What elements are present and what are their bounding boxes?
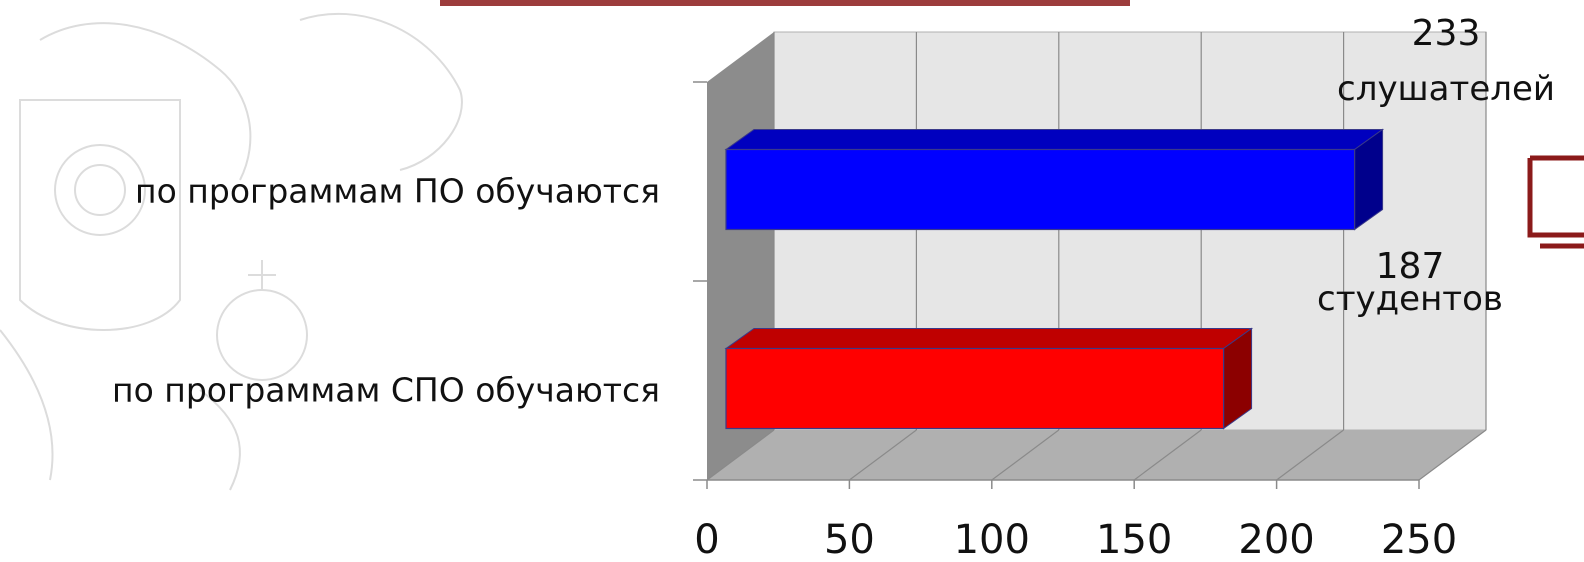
floor-gridline xyxy=(991,429,1060,481)
floor-gridline xyxy=(1418,429,1487,481)
x-tick-label: 200 xyxy=(1238,517,1314,562)
title-remnant xyxy=(440,0,1130,6)
data-label-value: 187 xyxy=(1376,246,1445,287)
floor xyxy=(707,430,1486,480)
chart-marks: 0 50 100 150 200 250 по программам ПО обучаютс… xyxy=(112,13,1555,562)
bar-top-face xyxy=(724,328,1254,349)
floor-gridline xyxy=(1276,429,1344,481)
x-tick-label: 100 xyxy=(954,517,1030,562)
bar-top-face xyxy=(724,129,1385,150)
emblem-watermark xyxy=(0,12,463,491)
data-label-unit: слушателей xyxy=(1337,69,1555,109)
floor-gridline xyxy=(1133,429,1202,481)
x-tick-label: 150 xyxy=(1096,517,1172,562)
x-tick-label: 0 xyxy=(694,517,719,562)
data-label-value: 233 xyxy=(1412,13,1481,54)
category-label: по программам СПО обучаются xyxy=(112,371,660,410)
x-tick-label: 250 xyxy=(1381,517,1457,562)
decorative-device-icon xyxy=(1527,155,1584,249)
bar-1 xyxy=(724,128,1385,231)
floor-gridline xyxy=(849,429,917,481)
floor-gridline xyxy=(706,429,775,481)
bar-front-face xyxy=(725,347,1225,430)
data-label-unit: студентов xyxy=(1317,279,1503,319)
bar-front-face xyxy=(725,148,1356,231)
category-label: по программам ПО обучаются xyxy=(135,172,660,211)
bar-2 xyxy=(724,327,1254,430)
x-tick-label: 50 xyxy=(824,517,875,562)
